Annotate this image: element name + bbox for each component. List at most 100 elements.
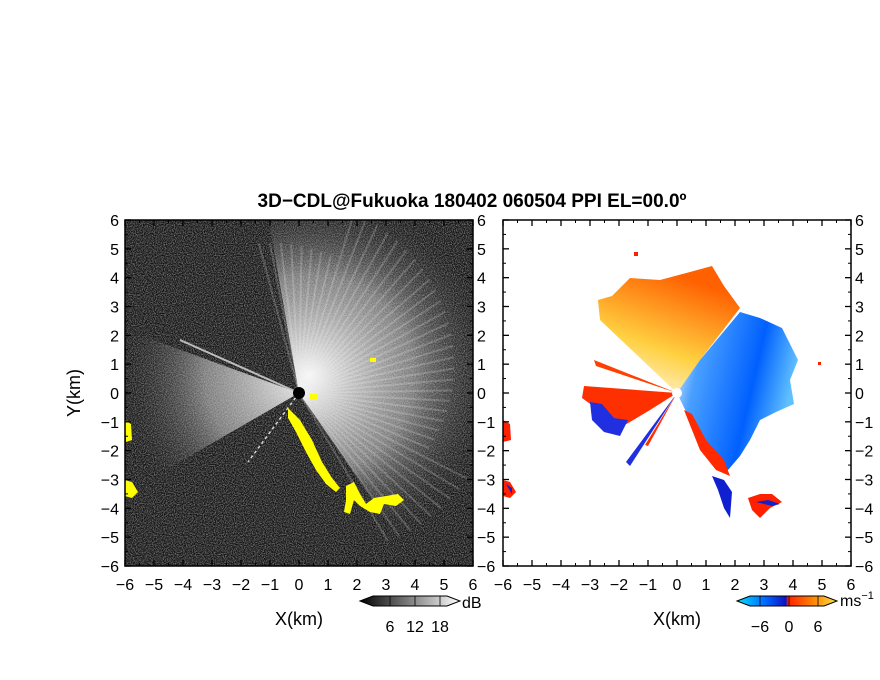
reflectivity-ray bbox=[298, 392, 452, 500]
y-tick-label: −3 bbox=[101, 473, 119, 490]
reflectivity-high-echo bbox=[288, 408, 340, 492]
x-tick-label: −6 bbox=[116, 577, 134, 594]
y-tick-label: −4 bbox=[101, 501, 119, 518]
y-tick-label-right: −3 bbox=[855, 473, 873, 490]
velocity-speck bbox=[818, 362, 821, 365]
y-tick-label-right: 5 bbox=[855, 242, 864, 259]
reflectivity-ray bbox=[298, 255, 332, 394]
reflectivity-ray bbox=[298, 392, 444, 423]
reflectivity-ray bbox=[298, 224, 379, 394]
velocity-negative-region bbox=[626, 393, 677, 466]
colorbar-tick-label: 6 bbox=[814, 619, 823, 636]
x-tick-label: −2 bbox=[232, 577, 250, 594]
reflectivity-high-echo bbox=[370, 358, 376, 362]
y-tick-label: −1 bbox=[101, 415, 119, 432]
y-tick-label: −6 bbox=[101, 559, 119, 576]
reflectivity-ray bbox=[298, 258, 416, 394]
y-tick-label-right: 6 bbox=[477, 213, 486, 230]
x-tick-label: 6 bbox=[847, 577, 856, 594]
reflectivity-ray bbox=[298, 240, 399, 394]
reflectivity-ray bbox=[298, 344, 454, 394]
x-tick-label: −3 bbox=[203, 577, 221, 594]
reflectivity-ray bbox=[290, 244, 300, 394]
reflectivity-ray bbox=[298, 392, 401, 537]
velocity-positive-region bbox=[684, 410, 730, 476]
reflectivity-ray bbox=[298, 392, 440, 432]
y-tick-label: 0 bbox=[110, 386, 119, 403]
colorbar-tick-label: 6 bbox=[386, 619, 395, 636]
reflectivity-ray bbox=[298, 333, 452, 394]
y-tick-label-right: 3 bbox=[855, 300, 864, 317]
reflectivity-ray bbox=[298, 392, 450, 402]
x-tick-label: −6 bbox=[494, 577, 512, 594]
y-tick-label-right: 6 bbox=[855, 213, 864, 230]
reflectivity-ray bbox=[179, 339, 300, 394]
y-tick-label: 1 bbox=[110, 357, 119, 374]
colorbar-tick-label: 18 bbox=[431, 619, 449, 636]
reflectivity-high-echo bbox=[310, 394, 318, 400]
y-tick-label-right: −1 bbox=[855, 415, 873, 432]
velocity-speck bbox=[634, 252, 638, 256]
reflectivity-ray bbox=[298, 389, 452, 394]
y-tick-label-right: 0 bbox=[477, 386, 486, 403]
x-tick-label: −5 bbox=[523, 577, 541, 594]
y-tick-label-right: −3 bbox=[477, 473, 495, 490]
y-tick-label: 5 bbox=[110, 242, 119, 259]
y-tick-label: 2 bbox=[110, 328, 119, 345]
x-tick-label: 6 bbox=[469, 577, 478, 594]
velocity-colorbar-unit-exp: −1 bbox=[861, 590, 874, 602]
velocity-center bbox=[672, 388, 682, 398]
x-tick-label: 4 bbox=[789, 577, 798, 594]
reflectivity-ray bbox=[268, 242, 300, 394]
reflectivity-image bbox=[125, 220, 473, 566]
reflectivity-ray bbox=[298, 367, 455, 394]
velocity-negative-region bbox=[590, 402, 628, 436]
velocity-x-axis-title: X(km) bbox=[653, 609, 701, 629]
y-tick-label-right: −6 bbox=[477, 559, 495, 576]
y-tick-label-right: 3 bbox=[477, 300, 486, 317]
reflectivity-colorbar-unit: dB bbox=[462, 595, 482, 612]
velocity-image bbox=[503, 220, 851, 566]
y-tick-label: −2 bbox=[101, 444, 119, 461]
colorbar-tick-label: 0 bbox=[785, 619, 794, 636]
reflectivity-ray bbox=[298, 311, 446, 394]
y-tick-label-right: −5 bbox=[855, 530, 873, 547]
x-tick-label: 5 bbox=[818, 577, 827, 594]
reflectivity-ray bbox=[298, 392, 460, 491]
reflectivity-ray bbox=[298, 392, 412, 532]
reflectivity-ray bbox=[298, 289, 437, 394]
x-tick-label: 2 bbox=[353, 577, 362, 594]
x-tick-label: −1 bbox=[639, 577, 657, 594]
reflectivity-ray bbox=[298, 220, 367, 394]
reflectivity-ray bbox=[298, 392, 430, 450]
reflectivity-ray bbox=[298, 392, 435, 441]
y-tick-label-right: 0 bbox=[855, 386, 864, 403]
reflectivity-panel: −6 −5 −4 −3 −2 −1 0 1 2 3 4 5 66 65 54 43 32 21 10 0−1 −1−2−… bbox=[64, 213, 495, 636]
x-tick-label: −4 bbox=[174, 577, 192, 594]
x-tick-label: 0 bbox=[673, 577, 682, 594]
reflectivity-ray bbox=[298, 232, 389, 394]
x-tick-label: 4 bbox=[411, 577, 420, 594]
reflectivity-ray bbox=[298, 249, 408, 394]
y-tick-label-right: −5 bbox=[477, 530, 495, 547]
reflectivity-high-echo bbox=[344, 482, 404, 514]
y-tick-label-right: −2 bbox=[855, 444, 873, 461]
reflectivity-ray bbox=[298, 392, 389, 542]
x-tick-label: −4 bbox=[552, 577, 570, 594]
velocity-colorbar: −6 0 6 ms−1 bbox=[735, 590, 874, 636]
colorbar-tick-label: 12 bbox=[406, 619, 424, 636]
x-tick-label: 3 bbox=[382, 577, 391, 594]
reflectivity-y-axis-title: Y(km) bbox=[64, 369, 84, 417]
y-tick-label-right: 2 bbox=[855, 328, 864, 345]
reflectivity-ray bbox=[298, 392, 448, 413]
y-tick-label-right: −4 bbox=[477, 501, 495, 518]
velocity-colorbar-unit: ms−1 bbox=[840, 590, 874, 610]
x-tick-label: −3 bbox=[581, 577, 599, 594]
y-tick-label: 6 bbox=[110, 213, 119, 230]
reflectivity-high-echo bbox=[125, 480, 138, 498]
velocity-panel: −6 −5 −4 −3 −2 −1 0 1 2 3 4 5 6 6 5 4 3 2 1 0 −1 −2 −3 −4 −5 −6 X… bbox=[494, 213, 874, 636]
y-tick-label: 3 bbox=[110, 300, 119, 317]
velocity-positive-region bbox=[598, 266, 740, 393]
reflectivity-ray bbox=[298, 268, 424, 394]
